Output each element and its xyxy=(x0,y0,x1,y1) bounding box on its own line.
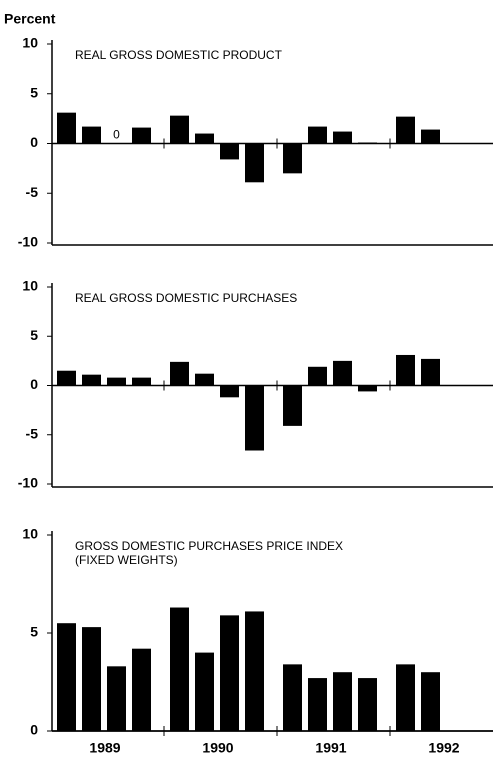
bar xyxy=(308,366,327,386)
bar xyxy=(421,129,440,144)
bar xyxy=(421,358,440,386)
y-tick-label: 5 xyxy=(30,84,38,100)
panel-title: GROSS DOMESTIC PURCHASES PRICE INDEX xyxy=(75,539,343,553)
value-label: 0 xyxy=(113,128,120,142)
bar xyxy=(245,385,264,451)
bar xyxy=(396,664,415,731)
bar xyxy=(396,116,415,144)
y-tick-label: 0 xyxy=(30,376,38,392)
panel-title: (FIXED WEIGHTS) xyxy=(75,553,178,567)
bar xyxy=(195,373,214,386)
bar xyxy=(308,678,327,731)
x-tick-label: 1989 xyxy=(89,740,120,756)
bar xyxy=(308,126,327,144)
bar xyxy=(245,611,264,731)
y-axis-label: Percent xyxy=(4,11,56,27)
bar xyxy=(220,615,239,731)
bar xyxy=(220,385,239,398)
bar xyxy=(283,143,302,174)
y-tick-label: 0 xyxy=(30,134,38,150)
bar xyxy=(132,127,151,144)
bar xyxy=(358,142,377,144)
bar xyxy=(195,652,214,731)
x-tick-label: 1992 xyxy=(428,740,459,756)
bar xyxy=(82,627,101,731)
y-tick-label: 5 xyxy=(30,624,38,640)
bar xyxy=(283,385,302,426)
bar xyxy=(358,678,377,731)
y-tick-label: 5 xyxy=(30,327,38,343)
bar xyxy=(57,112,76,144)
bar xyxy=(170,361,189,386)
x-tick-label: 1991 xyxy=(315,740,346,756)
panel-title: REAL GROSS DOMESTIC PURCHASES xyxy=(75,291,297,305)
bar xyxy=(358,385,377,392)
bar xyxy=(333,131,352,144)
y-tick-label: 10 xyxy=(22,278,38,294)
y-tick-label: 0 xyxy=(30,722,38,738)
bar xyxy=(132,648,151,731)
y-tick-label: -10 xyxy=(18,475,38,491)
panel-title: REAL GROSS DOMESTIC PRODUCT xyxy=(75,48,283,62)
bar xyxy=(57,370,76,386)
bar xyxy=(195,133,214,144)
bar xyxy=(170,115,189,144)
y-tick-label: 10 xyxy=(22,35,38,51)
bar xyxy=(132,377,151,386)
bar xyxy=(396,354,415,386)
bar xyxy=(421,672,440,731)
bar xyxy=(245,143,264,183)
x-tick-label: 1990 xyxy=(202,740,233,756)
bar xyxy=(333,672,352,731)
y-tick-label: 10 xyxy=(22,526,38,542)
bar xyxy=(57,623,76,731)
bar xyxy=(283,664,302,731)
bar xyxy=(107,377,126,386)
bar xyxy=(107,666,126,731)
y-tick-label: -5 xyxy=(26,184,39,200)
y-tick-label: -10 xyxy=(18,234,38,250)
bar xyxy=(220,143,239,160)
y-tick-label: -5 xyxy=(26,425,39,441)
bar xyxy=(82,374,101,386)
bar xyxy=(82,126,101,144)
bar xyxy=(170,607,189,731)
bar xyxy=(333,360,352,386)
